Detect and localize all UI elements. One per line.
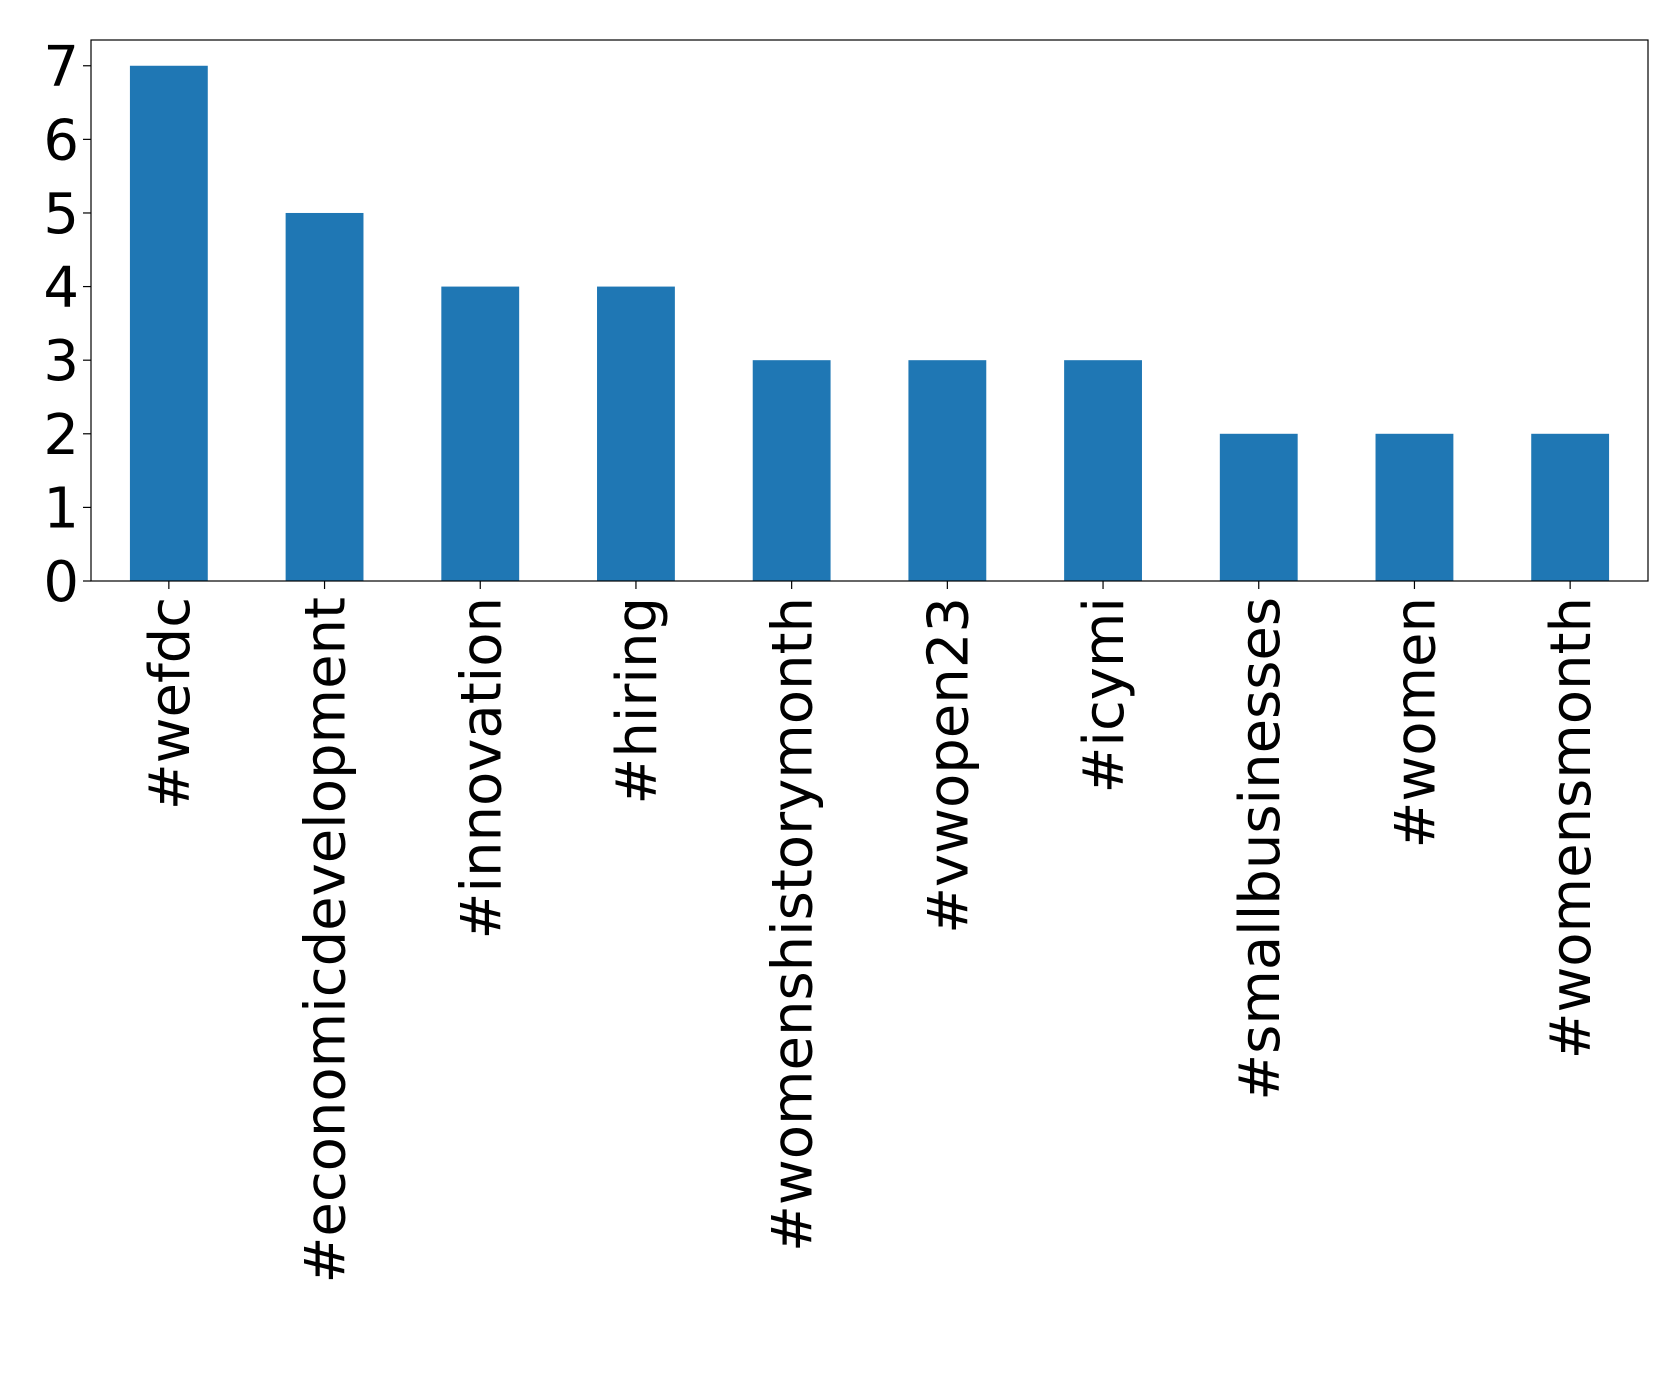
bar — [1375, 433, 1454, 581]
plot-frame — [90, 39, 1649, 582]
y-tick-label: 7 — [43, 35, 79, 100]
x-tick-label: #hiring — [605, 597, 670, 805]
x-tick-label: #innovation — [449, 597, 514, 939]
bar — [441, 286, 520, 581]
y-tick-label: 0 — [43, 550, 79, 615]
bar — [1064, 360, 1142, 581]
y-tick-label: 4 — [43, 256, 79, 321]
bar — [908, 360, 987, 581]
x-tick-label: #womensmonth — [1539, 597, 1604, 1059]
y-tick-label: 2 — [43, 403, 79, 468]
y-tick-label: 3 — [43, 329, 79, 394]
y-tick-label: 1 — [43, 476, 79, 541]
bar — [129, 65, 208, 581]
y-tick-label: 6 — [43, 108, 79, 173]
x-tick-label: #economicdevelopment — [294, 597, 359, 1284]
y-tick-label: 5 — [43, 182, 79, 247]
x-tick-label: #smallbusinesses — [1228, 597, 1293, 1101]
bar — [597, 286, 675, 581]
x-tick-label: #vwopen23 — [916, 597, 981, 934]
bar — [285, 212, 364, 582]
x-tick-label: #women — [1383, 597, 1448, 848]
bar — [1531, 433, 1610, 581]
bar — [752, 360, 831, 581]
bar — [1219, 433, 1298, 581]
x-tick-label: #wefdc — [138, 597, 203, 810]
x-tick-label: #icymi — [1072, 597, 1137, 794]
x-tick-label: #womenshistorymonth — [761, 597, 826, 1252]
